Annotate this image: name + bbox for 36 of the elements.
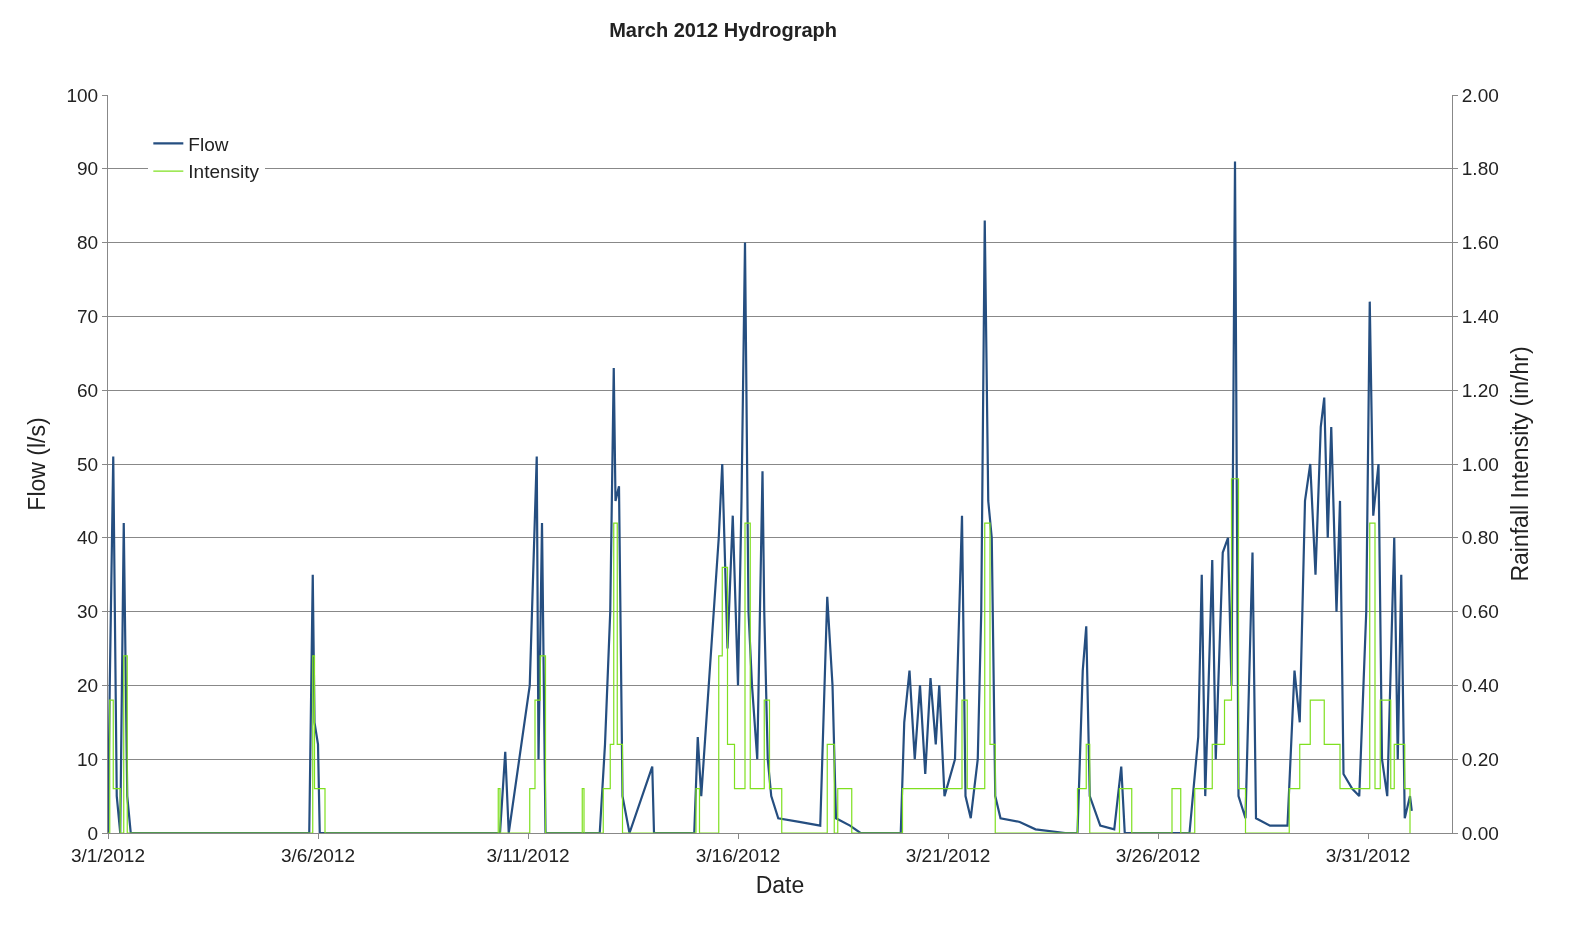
x-tick-label: 3/21/2012 [905, 844, 991, 866]
y-tick-label: 0 [87, 822, 99, 844]
x-axis-title: Date [755, 872, 805, 899]
y2-tick-label: 2.00 [1461, 84, 1499, 106]
x-tick-label: 3/6/2012 [281, 844, 355, 866]
y2-tick-label: 0.80 [1461, 527, 1499, 549]
y2-axis-title: Rainfall Intensity (in/hr) [1507, 346, 1534, 582]
x-tick-label: 3/11/2012 [486, 844, 570, 866]
y-tick-label: 20 [77, 675, 99, 697]
y-tick-label: 80 [77, 232, 99, 254]
y-tick-label: 30 [77, 601, 99, 623]
x-tick-label: 3/1/2012 [71, 844, 145, 866]
y2-tick-label: 1.00 [1461, 453, 1499, 475]
y-tick-label: 10 [77, 748, 99, 770]
line-series [108, 160, 1413, 833]
y2-tick-label: 0.00 [1461, 822, 1499, 844]
y-tick-label: 50 [77, 453, 99, 475]
y-axis-title: Flow (l/s) [23, 417, 50, 511]
y2-tick-label: 1.20 [1461, 379, 1499, 401]
y-tick-label: 40 [77, 527, 99, 549]
x-tick-label: 3/26/2012 [1115, 844, 1201, 866]
y-tick-label: 70 [77, 306, 99, 328]
y-tick-label: 100 [66, 84, 99, 106]
y-tick-label: 60 [77, 379, 99, 401]
x-tick-label: 3/31/2012 [1325, 844, 1411, 866]
y2-tick-label: 0.40 [1461, 675, 1499, 697]
chart-title: March 2012 Hydrograph [609, 19, 838, 42]
y2-tick-label: 1.80 [1461, 158, 1499, 180]
legend-label: Flow [188, 133, 229, 155]
y2-tick-label: 0.20 [1461, 748, 1499, 770]
y-tick-label: 90 [77, 158, 99, 180]
y2-tick-label: 1.40 [1461, 306, 1499, 328]
legend-label: Intensity [188, 161, 260, 183]
y2-tick-label: 0.60 [1461, 601, 1499, 623]
x-tick-label: 3/16/2012 [695, 844, 781, 866]
y2-tick-label: 1.60 [1461, 232, 1499, 254]
